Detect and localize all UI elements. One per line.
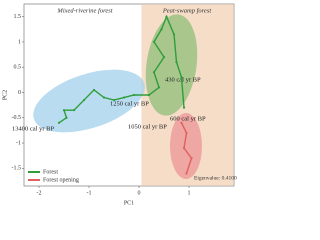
point [180, 121, 183, 124]
annotation: 1250 cal yr BP [110, 100, 149, 107]
y-axis-label: PC2 [2, 90, 8, 100]
point [185, 172, 188, 175]
point [185, 131, 188, 135]
y-tick-label: -1 [16, 140, 21, 146]
point [160, 28, 163, 31]
point [175, 61, 178, 64]
annotation: 430 cal yr BP [165, 76, 201, 83]
x-tick-label: 0 [138, 190, 141, 196]
point [157, 86, 161, 89]
annotation: 13400 cal yr BP [12, 125, 54, 132]
point [57, 121, 61, 124]
point [112, 98, 116, 102]
y-tick-label: 0.5 [14, 65, 22, 71]
annotation: 1050 cal yr BP [128, 123, 167, 130]
chart: Mixed-riverine forest Peat-swamp forest … [2, 3, 237, 206]
annotation: 600 cal yr BP [170, 115, 206, 122]
y-tick-label: -0.5 [12, 115, 22, 121]
y-tick-label: 0 [18, 90, 21, 96]
point [182, 146, 186, 150]
x-tick-label: -2 [37, 190, 42, 196]
cluster-ellipse [145, 14, 198, 116]
point [147, 93, 151, 97]
point [152, 40, 156, 44]
cluster-ellipse [170, 113, 202, 179]
footnote: Eigenvalue: 0.4100 [194, 175, 237, 181]
point [92, 88, 96, 92]
point [62, 109, 66, 112]
point [82, 98, 86, 102]
x-tick-label: -1 [87, 190, 92, 196]
y-tick-label: 1 [18, 39, 21, 45]
point [152, 71, 156, 74]
legend-label: Forest [43, 169, 58, 175]
point [122, 96, 126, 99]
point [132, 93, 136, 97]
point [180, 76, 183, 79]
point [102, 96, 106, 99]
point [162, 55, 166, 59]
point [190, 157, 193, 160]
point [72, 109, 76, 112]
x-axis-label: PC1 [124, 200, 134, 206]
point [65, 116, 68, 119]
y-tick-label: -1.5 [12, 166, 22, 172]
point [182, 106, 186, 109]
point [172, 33, 176, 36]
legend-label: Forest opening [43, 177, 79, 183]
x-tick-label: 1 [188, 190, 191, 196]
point [165, 15, 168, 18]
region-title: Peat-swamp forest [162, 7, 212, 14]
y-tick-label: 1.5 [14, 14, 22, 20]
cluster-ellipse [33, 69, 145, 133]
region-title: Mixed-riverine forest [56, 7, 112, 14]
